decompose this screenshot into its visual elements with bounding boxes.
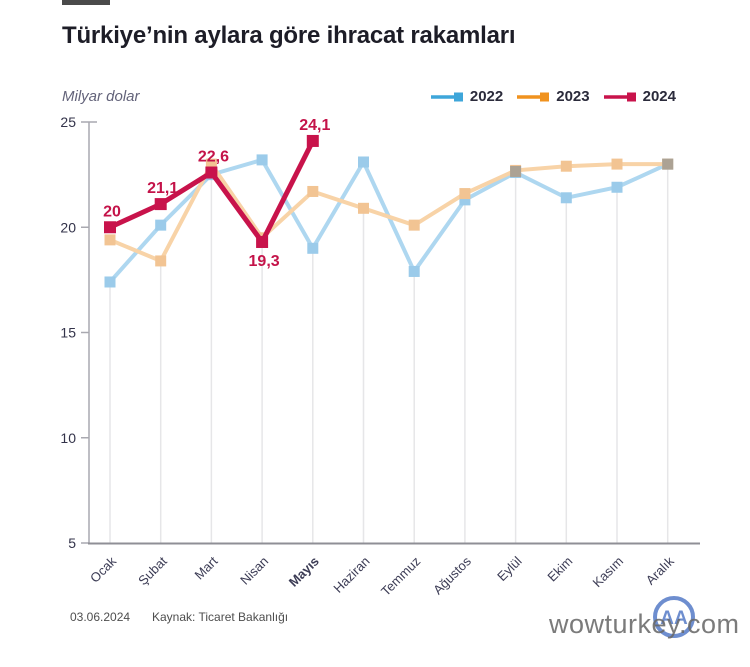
marker-2023-5 [358,202,369,214]
y-tick-label-5: 5 [68,535,76,551]
data-label-2024-0: 20 [103,203,121,220]
marker-2023-7 [459,188,471,200]
marker-2022-11 [662,158,674,170]
marker-2024-2 [205,166,218,179]
source-label: Kaynak: Ticaret Bakanlığı [152,610,289,624]
marker-2023-11 [662,158,674,170]
x-axis-label-11: Aralık [643,553,677,587]
marker-2024-1 [154,198,167,211]
x-axis-label-8: Eylül [494,553,525,584]
series-line-2024 [108,139,316,247]
marker-2022-3 [256,154,268,166]
marker-2023-10 [611,158,623,170]
y-axis-unit-label: Milyar dolar [62,88,140,105]
x-axis-label-4: Mayıs [286,554,322,590]
legend-swatch-2023-icon [517,92,550,101]
x-axis-label-9: Ekim [544,554,575,585]
watermark-text: wowturkey.com [549,609,740,639]
marker-2022-2 [205,169,217,181]
data-label-2024-4: 24,1 [299,117,330,134]
marker-2024-0 [104,221,116,234]
marker-2023-3 [256,232,268,244]
legend-item-2022: 2022 [430,88,503,105]
legend-item-2023: 2023 [516,88,590,105]
x-axis-label-1: Şubat [135,553,170,588]
x-axis-label-2: Mart [192,553,221,582]
x-axis-label-3: Nisan [237,554,271,588]
marker-2022-6 [408,265,420,277]
legend-swatch-2022-icon [430,92,463,101]
marker-overlap-11 [662,158,674,170]
marker-2022-0 [104,276,116,288]
marker-2023-2 [205,158,217,170]
chart-legend: 2022 2023 2024 [430,88,676,105]
marker-2023-4 [307,185,319,197]
y-tick-label-20: 20 [60,219,76,235]
data-label-2024-1: 21,1 [147,180,178,197]
x-axis-label-0: Ocak [87,553,119,585]
marker-2022-9 [560,192,572,204]
legend-label-2024: 2024 [642,88,676,105]
date-label: 03.06.2024 [70,610,131,624]
marker-2022-5 [358,156,369,168]
marker-2023-9 [560,160,572,172]
series-line-2023 [109,160,668,264]
marker-2022-7 [459,194,471,206]
marker-overlap-8 [510,165,522,177]
legend-label-2022: 2022 [469,88,504,105]
marker-2023-1 [155,255,167,267]
x-axis-label-5: Haziran [330,554,372,596]
legend-item-2024: 2024 [603,88,676,105]
marker-2023-6 [408,219,420,231]
marker-2022-8 [510,167,522,179]
legend-swatch-2024-icon [603,92,636,101]
marker-2023-8 [510,164,522,176]
y-tick-label-25: 25 [60,114,76,130]
x-axis-label-6: Temmuz [378,554,423,599]
legend-label-2023: 2023 [556,88,590,105]
marker-2024-4 [306,134,319,147]
x-axis-label-7: Ağustos [430,553,474,597]
marker-2024-3 [256,235,269,248]
marker-2022-1 [155,219,167,231]
aa-agency-logo-icon: AA [653,596,695,638]
y-tick-label-10: 10 [60,430,76,446]
aa-logo-letters: AA [660,608,688,629]
series-line-2022 [108,157,669,284]
data-label-2024-2: 22,6 [198,149,229,166]
x-axis-label-10: Kasım [589,554,626,591]
y-tick-label-15: 15 [60,325,76,341]
marker-2022-4 [307,242,319,254]
page-title: Türkiye’nin aylara göre ihracat rakamlar… [62,22,516,49]
top-accent-bar [62,0,110,5]
marker-2022-10 [611,181,623,193]
data-label-2024-3: 19,3 [249,253,280,270]
marker-2023-0 [104,234,116,246]
